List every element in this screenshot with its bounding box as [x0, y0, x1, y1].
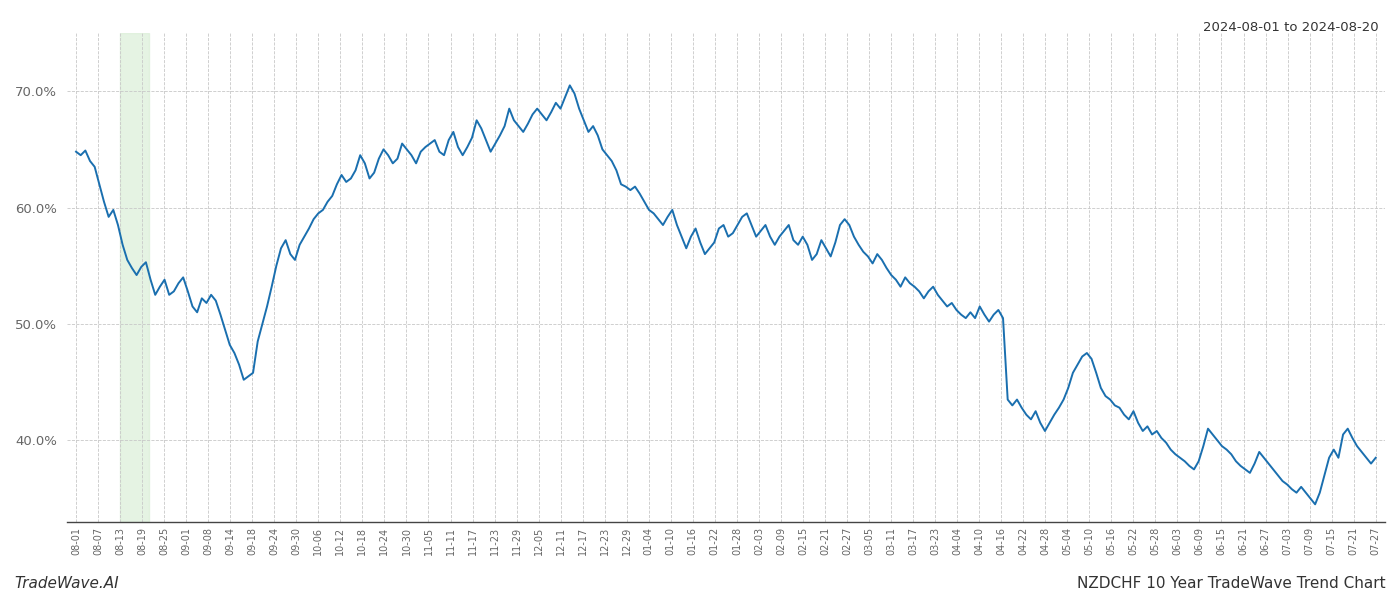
Text: 2024-08-01 to 2024-08-20: 2024-08-01 to 2024-08-20 — [1204, 21, 1379, 34]
Bar — [120, 33, 148, 522]
Text: TradeWave.AI: TradeWave.AI — [14, 576, 119, 591]
Text: NZDCHF 10 Year TradeWave Trend Chart: NZDCHF 10 Year TradeWave Trend Chart — [1078, 576, 1386, 591]
